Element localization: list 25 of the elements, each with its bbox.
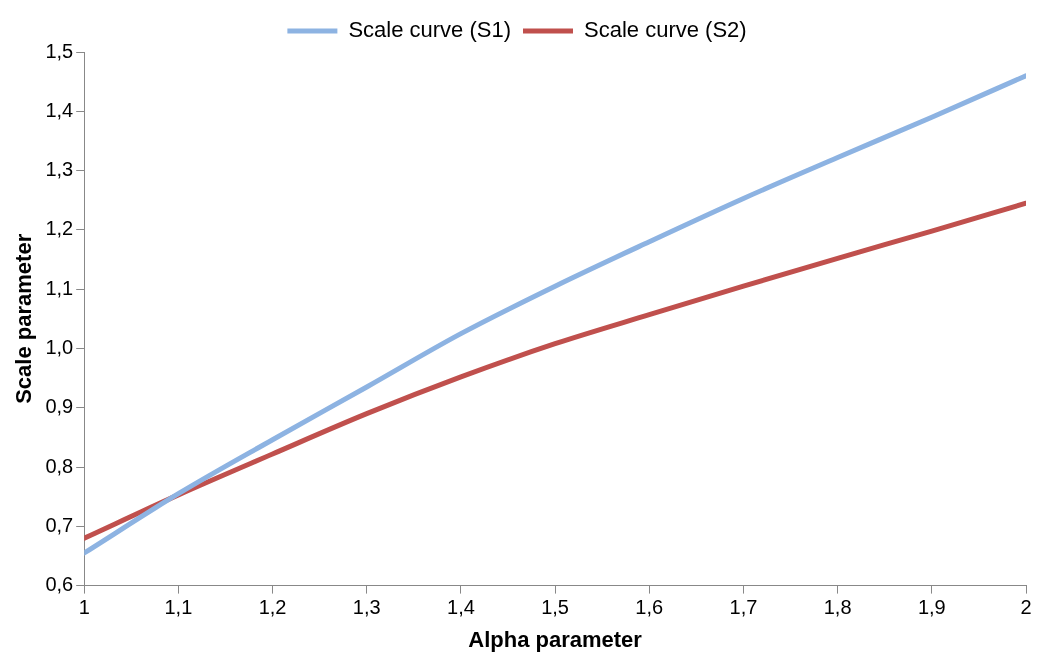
x-tick-label: 1,9 — [917, 596, 946, 619]
y-tick-label: 1,2 — [45, 217, 74, 240]
y-tick-label: 1,0 — [45, 335, 74, 358]
x-tick-label: 1,7 — [729, 596, 758, 619]
x-tick-label: 1,1 — [164, 596, 193, 619]
y-tick-label: 0,6 — [45, 573, 74, 596]
x-tick-label: 1 — [78, 596, 90, 619]
y-tick-label: 1,3 — [45, 158, 74, 181]
y-axis-title: Scale parameter — [11, 233, 37, 404]
y-tick-label: 1,5 — [45, 39, 74, 62]
y-tick-label: 1,4 — [45, 98, 74, 121]
x-tick-label: 1,4 — [447, 596, 475, 619]
y-tick-label: 0,7 — [45, 513, 74, 536]
y-tick-label: 0,8 — [45, 454, 74, 477]
y-tick-label: 0,9 — [45, 395, 74, 418]
x-tick-label: 1,8 — [823, 596, 852, 619]
y-tick-label: 1,1 — [45, 276, 74, 299]
x-tick-label: 1,2 — [258, 596, 287, 619]
x-axis-title: Alpha parameter — [468, 626, 643, 652]
x-tick-label: 1,3 — [352, 596, 381, 619]
x-tick-label: 1,6 — [635, 596, 664, 619]
x-tick-label: 1,5 — [541, 596, 570, 619]
legend-label: Scale curve (S1) — [348, 17, 512, 43]
legend-label: Scale curve (S2) — [584, 17, 747, 43]
x-tick-label: 2 — [1020, 596, 1032, 619]
